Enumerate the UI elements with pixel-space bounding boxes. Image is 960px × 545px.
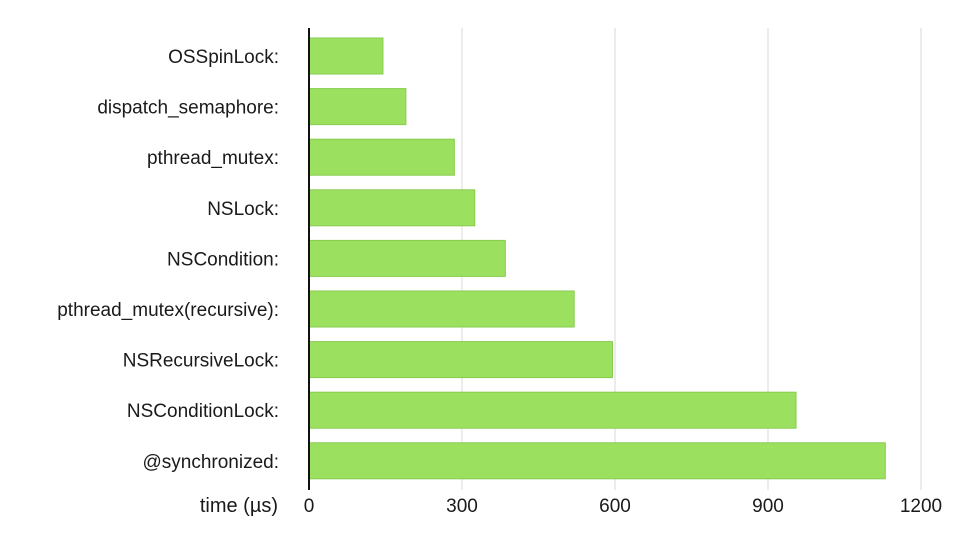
x-axis-title: time (µs) xyxy=(200,495,278,517)
category-label: pthread_mutex(recursive): xyxy=(57,300,279,321)
bar xyxy=(308,391,797,429)
bar xyxy=(308,239,506,277)
x-tick-label: 300 xyxy=(446,496,478,517)
x-tick-label: 1200 xyxy=(900,496,942,517)
x-tick-label: 0 xyxy=(304,496,315,517)
x-axis-ticks: 0 300 600 900 1200 xyxy=(304,496,942,517)
category-label: OSSpinLock: xyxy=(168,47,279,68)
bar xyxy=(308,138,455,176)
bar xyxy=(308,341,613,379)
category-label: NSCondition: xyxy=(167,249,279,270)
x-tick-label: 600 xyxy=(599,496,631,517)
category-label: pthread_mutex: xyxy=(147,148,279,169)
category-label: NSLock: xyxy=(207,199,279,220)
bars xyxy=(308,37,886,480)
bar xyxy=(308,189,476,227)
category-labels: OSSpinLock: dispatch_semaphore: pthread_mu… xyxy=(57,47,279,473)
bar xyxy=(308,290,575,328)
bar xyxy=(308,442,886,480)
category-label: dispatch_semaphore: xyxy=(97,98,279,119)
bar xyxy=(308,88,407,126)
category-label: NSConditionLock: xyxy=(127,401,279,422)
category-label: NSRecursiveLock: xyxy=(123,351,279,372)
category-label: @synchronized: xyxy=(142,452,279,473)
bar xyxy=(308,37,384,75)
x-tick-label: 900 xyxy=(752,496,784,517)
